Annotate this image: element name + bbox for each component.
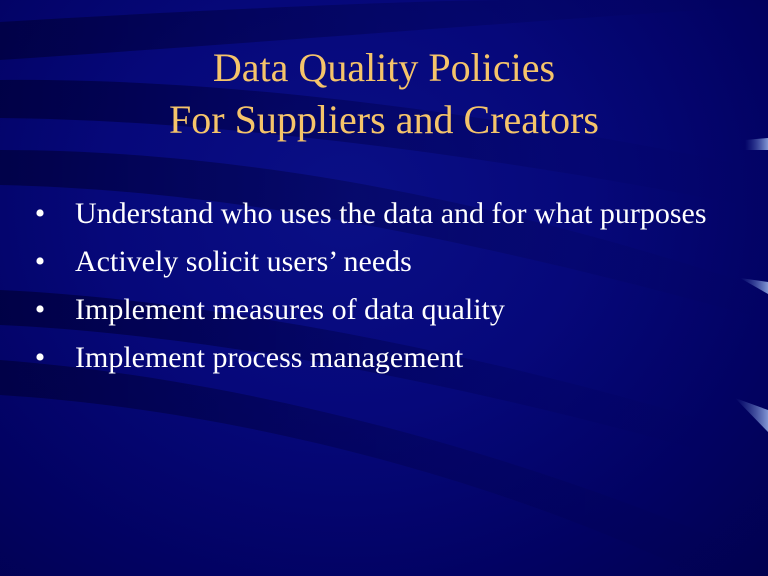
slide-title: Data Quality Policies For Suppliers and … (0, 42, 768, 146)
bullet-item: • Implement process management (30, 340, 730, 376)
slide-title-line-1: Data Quality Policies (212, 45, 556, 90)
bullet-text: Actively solicit users’ needs (75, 245, 412, 278)
bullet-text: Implement measures of data quality (75, 293, 505, 326)
bullet-dot-icon: • (34, 197, 46, 230)
bullet-item: • Actively solicit users’ needs (30, 244, 730, 280)
slide-title-line-2: For Suppliers and Creators (169, 97, 599, 142)
bullet-dot-icon: • (34, 341, 46, 374)
bullet-dot-icon: • (34, 245, 46, 278)
bullet-text: Implement process management (75, 341, 464, 374)
bullet-item: • Understand who uses the data and for w… (30, 196, 730, 232)
bullet-item: • Implement measures of data quality (30, 292, 730, 328)
bullet-dot-icon: • (34, 293, 46, 326)
bullet-text: Understand who uses the data and for wha… (75, 197, 707, 230)
bullet-list: • Understand who uses the data and for w… (30, 196, 730, 388)
